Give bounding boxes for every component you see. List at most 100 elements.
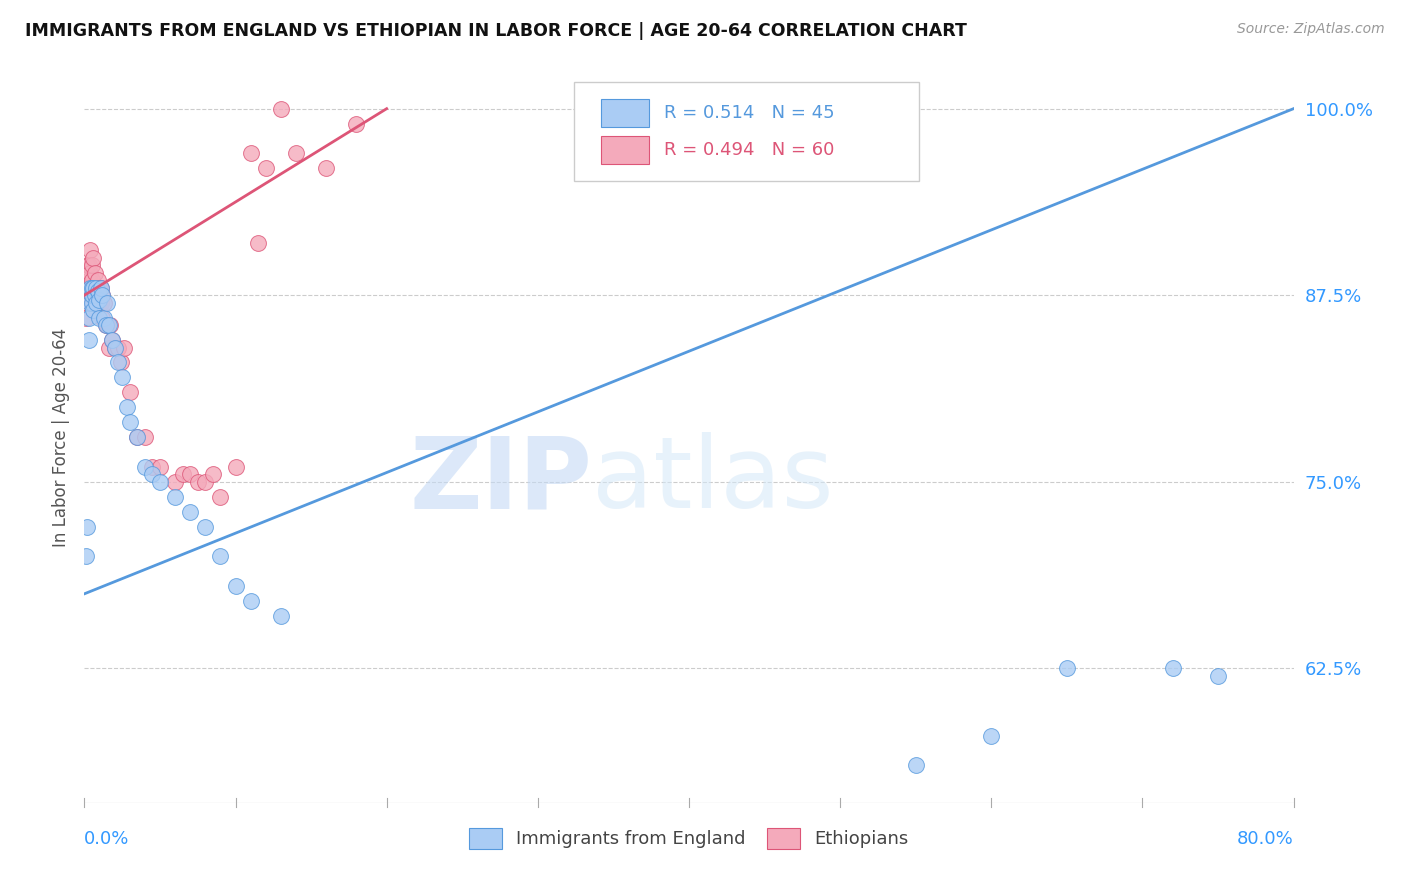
Point [127, 430, 149, 444]
Point [134, 430, 156, 444]
FancyBboxPatch shape [574, 82, 918, 181]
Point [315, 161, 337, 176]
Point [77, 259, 100, 273]
Bar [600, 136, 650, 163]
Point [82, 281, 104, 295]
Point [90, 295, 112, 310]
Point [86, 295, 108, 310]
Point [80, 273, 103, 287]
Point [75, 549, 97, 564]
Point [84, 295, 107, 310]
Point [96, 318, 118, 332]
Point [201, 467, 224, 482]
Point [75, 288, 97, 302]
Point [239, 594, 262, 608]
Point [104, 341, 127, 355]
Point [112, 341, 135, 355]
Point [79, 281, 101, 295]
Bar [600, 99, 650, 127]
Point [93, 295, 115, 310]
Point [118, 415, 141, 429]
Point [87, 288, 110, 302]
Point [79, 295, 101, 310]
Text: 80.0%: 80.0% [1237, 830, 1294, 847]
Legend: Immigrants from England, Ethiopians: Immigrants from England, Ethiopians [463, 821, 915, 856]
Point [76, 281, 98, 295]
Point [107, 355, 129, 369]
Point [247, 235, 270, 250]
Point [87, 284, 110, 298]
Point [82, 251, 104, 265]
Point [80, 295, 103, 310]
Point [94, 318, 117, 332]
Point [194, 519, 217, 533]
Point [87, 273, 110, 287]
Point [91, 288, 114, 302]
Point [76, 259, 98, 273]
Text: atlas: atlas [592, 433, 834, 530]
Point [77, 288, 100, 302]
Point [80, 288, 103, 302]
Point [225, 579, 247, 593]
Point [141, 459, 163, 474]
Point [90, 281, 112, 295]
Text: ZIP: ZIP [409, 433, 592, 530]
Point [285, 146, 308, 161]
Point [980, 729, 1002, 743]
Point [110, 355, 132, 369]
Point [107, 341, 129, 355]
Point [86, 303, 108, 318]
Point [91, 310, 114, 325]
Point [254, 161, 277, 176]
Point [149, 459, 172, 474]
Point [1161, 661, 1184, 675]
Point [165, 475, 187, 489]
Point [127, 430, 149, 444]
Point [1206, 669, 1229, 683]
Point [80, 259, 103, 273]
Point [86, 281, 108, 295]
Point [97, 318, 120, 332]
Point [209, 490, 232, 504]
Point [104, 341, 127, 355]
Point [93, 310, 115, 325]
Text: 0.0%: 0.0% [84, 830, 129, 847]
Point [84, 281, 107, 295]
Point [80, 281, 103, 295]
Point [89, 281, 111, 295]
Point [77, 273, 100, 287]
Point [270, 102, 292, 116]
Point [179, 467, 201, 482]
Point [84, 266, 107, 280]
Point [94, 318, 117, 332]
Point [77, 333, 100, 347]
Point [346, 117, 368, 131]
Point [82, 295, 104, 310]
Point [79, 266, 101, 280]
Text: R = 0.494   N = 60: R = 0.494 N = 60 [664, 141, 834, 159]
Point [187, 475, 209, 489]
Point [89, 310, 111, 325]
Point [904, 758, 927, 772]
Point [225, 459, 247, 474]
Point [79, 281, 101, 295]
Point [172, 467, 194, 482]
Point [77, 310, 100, 325]
Point [134, 459, 156, 474]
Point [80, 288, 103, 302]
Point [98, 318, 121, 332]
Point [90, 281, 112, 295]
Point [179, 505, 201, 519]
Point [96, 295, 118, 310]
Text: R = 0.514   N = 45: R = 0.514 N = 45 [664, 104, 834, 122]
Point [76, 519, 98, 533]
Point [84, 288, 107, 302]
Point [82, 281, 104, 295]
Point [165, 490, 187, 504]
Point [118, 385, 141, 400]
Point [115, 401, 138, 415]
Point [89, 295, 111, 310]
Point [270, 609, 292, 624]
Point [86, 288, 108, 302]
Point [100, 333, 122, 347]
